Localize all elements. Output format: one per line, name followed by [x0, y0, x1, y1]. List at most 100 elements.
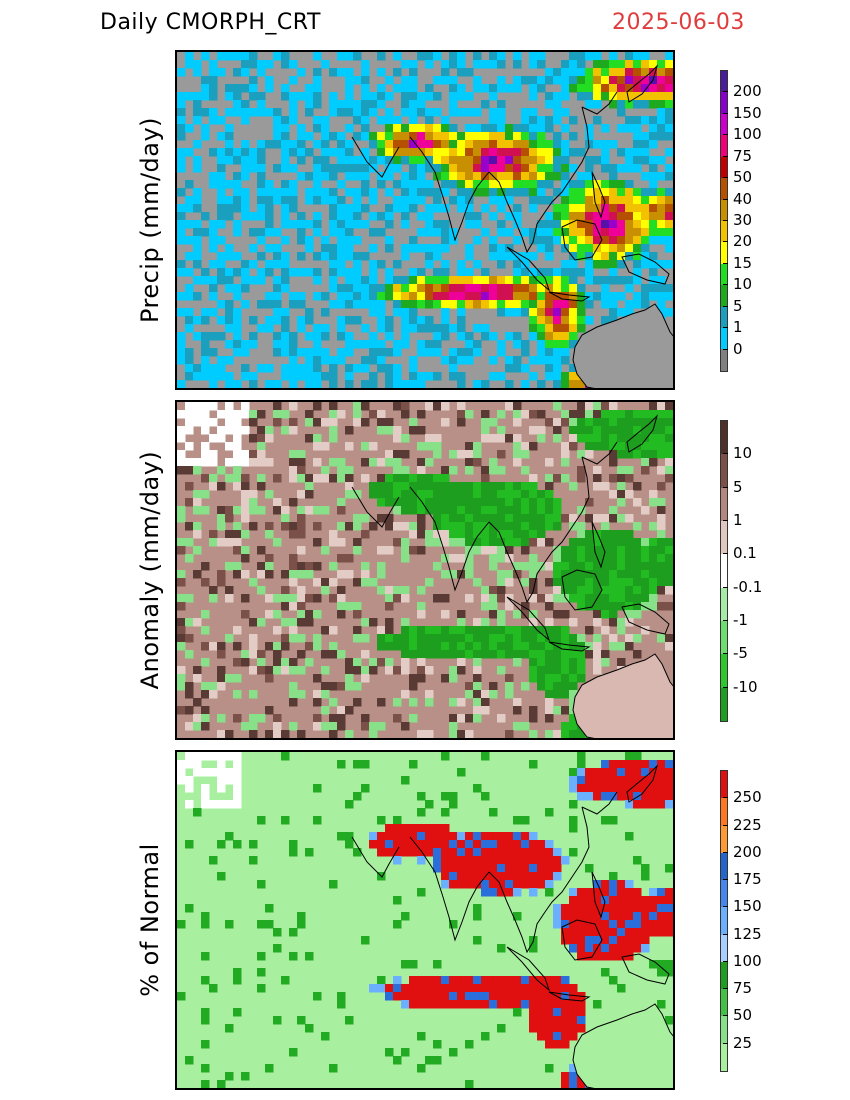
coastline-segment	[488, 456, 590, 604]
coastline-segment	[621, 253, 670, 285]
colorbar-swatch	[721, 934, 727, 962]
colorbar-tick-label: 15	[722, 253, 753, 272]
colorbar-swatch	[721, 135, 727, 157]
colorbar-tick-label: 1	[723, 318, 743, 337]
coastline-segment	[626, 764, 659, 803]
colorbar-swatch	[721, 92, 727, 114]
colorbar-tick-label: 5	[723, 296, 743, 315]
percent-coastlines	[351, 764, 673, 1088]
colorbar-tick-label: 0	[723, 339, 743, 358]
coastline-segment	[351, 836, 400, 878]
colorbar-swatch	[721, 1016, 727, 1044]
colorbar-tick-label: 200	[723, 82, 762, 101]
colorbar-swatch	[721, 71, 727, 93]
colorbar-tick-label: 125	[723, 924, 762, 943]
coastline-segment	[572, 653, 673, 738]
coastline-segment	[581, 91, 618, 115]
colorbar-swatch	[721, 263, 727, 286]
percent-field	[177, 752, 673, 1088]
colorbar-swatch	[721, 654, 727, 688]
colorbar-swatch	[721, 587, 727, 621]
coastline-segment	[591, 171, 606, 219]
percent-axis-label: % of Normal	[136, 843, 164, 997]
colorbar-swatch	[721, 989, 727, 1017]
coastline-segment	[591, 871, 606, 919]
coastline-segment	[409, 136, 490, 242]
colorbar-tick-label: 50	[722, 168, 753, 187]
colorbar-tick-label: 0.1	[723, 544, 757, 563]
anomaly-coastlines	[351, 414, 673, 738]
colorbar-swatch	[721, 113, 727, 136]
precip-field	[177, 52, 673, 388]
colorbar-tick-label: 200	[723, 842, 762, 861]
percent-australia-landmass	[573, 1004, 673, 1088]
coastline-segment	[506, 946, 551, 992]
colorbar-tick-label: -10	[723, 677, 758, 696]
colorbar-tick-label: 75	[722, 146, 753, 165]
coastline-segment	[561, 569, 603, 611]
coastline-segment	[621, 953, 670, 985]
coastline-segment	[581, 791, 618, 815]
colorbar-tick-label: 250	[723, 788, 762, 807]
percent-colorbar	[720, 770, 728, 1072]
chart-title: Daily CMORPH_CRT	[100, 10, 321, 35]
colorbar-swatch	[721, 178, 727, 200]
colorbar-tick-label: 20	[722, 232, 753, 251]
coastline-segment	[488, 106, 590, 254]
colorbar-swatch	[721, 907, 727, 935]
colorbar-tick-label: 1	[723, 511, 743, 529]
colorbar-swatch	[721, 961, 727, 990]
coastline-segment	[351, 486, 400, 528]
chart-date: 2025-06-03	[612, 10, 745, 35]
colorbar-swatch	[721, 199, 727, 221]
precip-coastlines	[351, 64, 673, 388]
coastline-segment	[409, 836, 490, 942]
coastline-segment	[626, 414, 659, 453]
precip-colorbar	[720, 70, 728, 372]
colorbar-swatch	[721, 1043, 727, 1071]
colorbar-tick-label: 30	[722, 211, 753, 229]
colorbar-tick-label: 100	[723, 125, 762, 144]
coastline-segment	[506, 246, 551, 292]
colorbar-tick-label: -5	[723, 644, 748, 663]
colorbar-tick-label: -0.1	[722, 577, 763, 596]
colorbar-tick-label: 10	[722, 444, 753, 463]
coastline-segment	[572, 1003, 673, 1088]
colorbar-tick-label: 150	[723, 103, 762, 122]
colorbar-swatch	[721, 421, 727, 455]
colorbar-swatch	[721, 771, 727, 799]
coastline-segment	[591, 521, 606, 569]
colorbar-swatch	[721, 242, 727, 264]
anomaly-axis-label: Anomaly (mm/day)	[136, 450, 164, 690]
coastline-segment	[488, 806, 590, 954]
colorbar-swatch	[721, 554, 727, 588]
coastline-segment	[621, 603, 670, 635]
colorbar-swatch	[721, 687, 727, 721]
colorbar-tick-label: 5	[723, 477, 743, 496]
colorbar-tick-label: -1	[723, 611, 748, 629]
colorbar-swatch	[721, 520, 727, 555]
precip-australia-landmass	[573, 304, 673, 388]
colorbar-swatch	[721, 220, 727, 243]
coastline-segment	[548, 291, 591, 302]
anomaly-map	[175, 400, 675, 740]
percent-map-svg	[177, 752, 673, 1088]
colorbar-swatch	[721, 825, 727, 853]
coastline-segment	[561, 219, 603, 261]
anomaly-map-svg	[177, 402, 673, 738]
colorbar-swatch	[721, 852, 727, 881]
colorbar-swatch	[721, 156, 727, 179]
coastline-segment	[548, 991, 591, 1002]
colorbar-tick-label: 175	[723, 870, 762, 889]
coastline-segment	[506, 596, 551, 642]
coastline-segment	[548, 641, 591, 652]
coastline-segment	[626, 64, 659, 103]
colorbar-swatch	[721, 349, 727, 371]
colorbar-swatch	[721, 328, 727, 350]
colorbar-swatch	[721, 798, 727, 826]
colorbar-swatch	[721, 620, 727, 655]
colorbar-swatch	[721, 487, 727, 521]
colorbar-swatch	[721, 285, 727, 307]
anomaly-colorbar	[720, 420, 728, 722]
colorbar-tick-label: 40	[722, 189, 753, 208]
